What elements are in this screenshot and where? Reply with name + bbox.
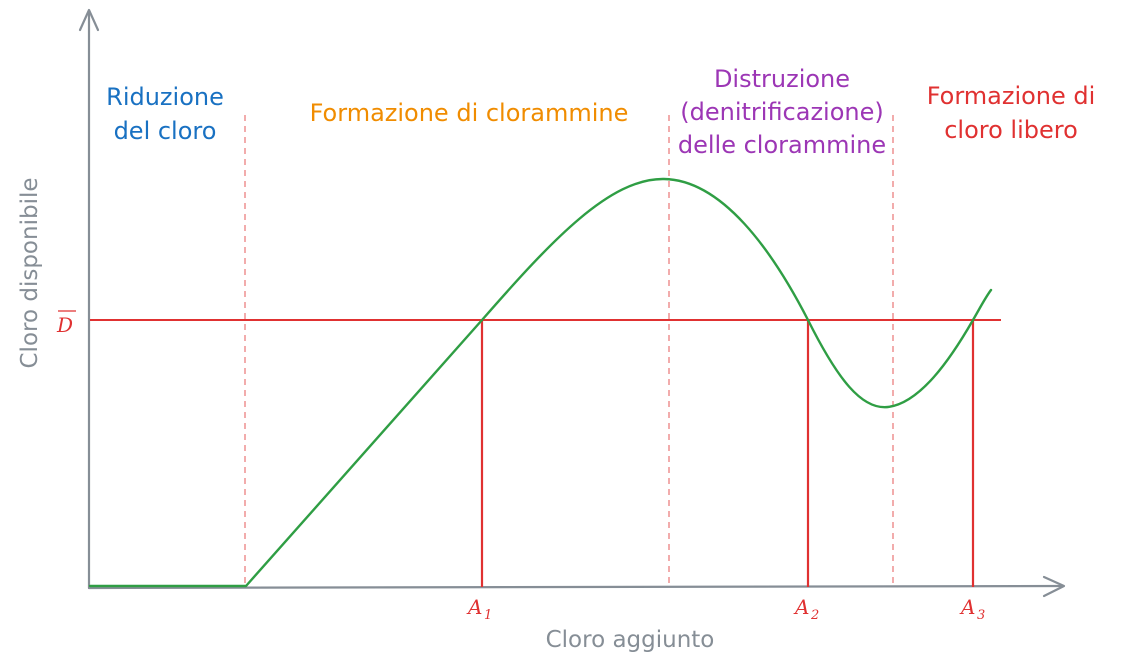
svg-text:3: 3 xyxy=(977,608,985,623)
svg-text:D: D xyxy=(56,313,73,337)
svg-text:1: 1 xyxy=(484,608,492,623)
svg-text:Riduzione: Riduzione xyxy=(106,83,224,111)
svg-text:A: A xyxy=(466,595,482,619)
zone-label-chloramine-destruction: Distruzione (denitrificazione) delle clo… xyxy=(678,65,886,159)
svg-text:2: 2 xyxy=(810,608,819,623)
svg-text:A: A xyxy=(959,595,975,619)
zone-label-reduction: Riduzione del cloro xyxy=(106,83,224,145)
svg-text:A: A xyxy=(793,595,809,619)
y-axis-title: Cloro disponibile xyxy=(17,178,43,369)
zone-label-free-chlorine: Formazione di cloro libero xyxy=(927,82,1096,144)
threshold-label: D xyxy=(56,310,76,337)
intersection-label-a2: A 2 xyxy=(793,595,819,623)
svg-text:Distruzione: Distruzione xyxy=(714,65,850,93)
chlorine-curve xyxy=(88,177,993,588)
svg-text:(denitrificazione): (denitrificazione) xyxy=(680,98,884,126)
svg-text:cloro libero: cloro libero xyxy=(944,116,1078,144)
svg-text:Formazione di: Formazione di xyxy=(927,82,1096,110)
y-axis xyxy=(78,8,100,590)
zone-label-chloramine-formation: Formazione di clorammine xyxy=(310,99,629,127)
svg-text:Formazione di clorammine: Formazione di clorammine xyxy=(310,99,629,127)
intersection-label-a3: A 3 xyxy=(959,595,985,623)
svg-text:delle clorammine: delle clorammine xyxy=(678,131,886,159)
svg-text:del cloro: del cloro xyxy=(114,117,217,145)
intersection-label-a1: A 1 xyxy=(466,595,492,623)
x-axis-title: Cloro aggiunto xyxy=(546,627,715,653)
x-axis xyxy=(87,575,1066,598)
